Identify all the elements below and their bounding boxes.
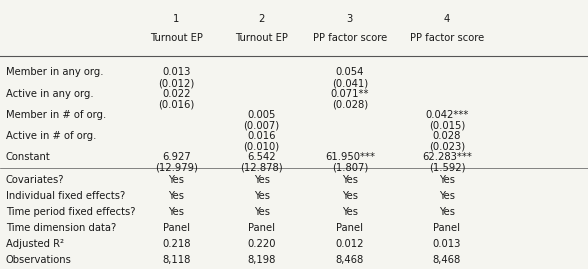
Text: PP factor score: PP factor score [313, 33, 387, 43]
Text: Yes: Yes [168, 175, 185, 185]
Text: (0.007): (0.007) [243, 121, 280, 131]
Text: Active in # of org.: Active in # of org. [6, 131, 96, 141]
Text: 6.542: 6.542 [248, 152, 276, 162]
Text: 0.042***: 0.042*** [425, 110, 469, 120]
Text: 8,198: 8,198 [248, 255, 276, 265]
Text: Yes: Yes [168, 207, 185, 217]
Text: 61.950***: 61.950*** [325, 152, 375, 162]
Text: Panel: Panel [163, 223, 190, 233]
Text: Yes: Yes [253, 191, 270, 201]
Text: Yes: Yes [342, 175, 358, 185]
Text: 0.028: 0.028 [433, 131, 461, 141]
Text: 3: 3 [347, 13, 353, 24]
Text: 0.013: 0.013 [162, 68, 191, 77]
Text: Constant: Constant [6, 152, 51, 162]
Text: 0.022: 0.022 [162, 89, 191, 99]
Text: 0.054: 0.054 [336, 68, 364, 77]
Text: Member in any org.: Member in any org. [6, 68, 103, 77]
Text: (0.028): (0.028) [332, 100, 368, 109]
Text: (1.592): (1.592) [429, 163, 465, 173]
Text: 0.220: 0.220 [248, 239, 276, 249]
Text: Yes: Yes [253, 207, 270, 217]
Text: Yes: Yes [253, 175, 270, 185]
Text: Turnout EP: Turnout EP [235, 33, 288, 43]
Text: 0.016: 0.016 [248, 131, 276, 141]
Text: Yes: Yes [342, 207, 358, 217]
Text: (0.015): (0.015) [429, 121, 465, 131]
Text: 0.013: 0.013 [433, 239, 461, 249]
Text: (0.041): (0.041) [332, 78, 368, 89]
Text: 0.012: 0.012 [336, 239, 364, 249]
Text: (0.010): (0.010) [243, 142, 280, 152]
Text: Member in # of org.: Member in # of org. [6, 110, 106, 120]
Text: 1: 1 [173, 13, 179, 24]
Text: Observations: Observations [6, 255, 72, 265]
Text: 8,468: 8,468 [336, 255, 364, 265]
Text: Adjusted R²: Adjusted R² [6, 239, 64, 249]
Text: 0.005: 0.005 [248, 110, 276, 120]
Text: 0.218: 0.218 [162, 239, 191, 249]
Text: Covariates?: Covariates? [6, 175, 64, 185]
Text: Time dimension data?: Time dimension data? [6, 223, 116, 233]
Text: Panel: Panel [433, 223, 460, 233]
Text: Yes: Yes [342, 191, 358, 201]
Text: Turnout EP: Turnout EP [150, 33, 203, 43]
Text: Panel: Panel [248, 223, 275, 233]
Text: Yes: Yes [439, 207, 455, 217]
Text: (12.878): (12.878) [240, 163, 283, 173]
Text: 0.071**: 0.071** [330, 89, 369, 99]
Text: Individual fixed effects?: Individual fixed effects? [6, 191, 125, 201]
Text: (0.023): (0.023) [429, 142, 465, 152]
Text: (0.012): (0.012) [158, 78, 195, 89]
Text: PP factor score: PP factor score [410, 33, 484, 43]
Text: 8,118: 8,118 [162, 255, 191, 265]
Text: (12.979): (12.979) [155, 163, 198, 173]
Text: 62.283***: 62.283*** [422, 152, 472, 162]
Text: 2: 2 [259, 13, 265, 24]
Text: Yes: Yes [439, 175, 455, 185]
Text: Time period fixed effects?: Time period fixed effects? [6, 207, 135, 217]
Text: Yes: Yes [168, 191, 185, 201]
Text: (1.807): (1.807) [332, 163, 368, 173]
Text: Yes: Yes [439, 191, 455, 201]
Text: 6.927: 6.927 [162, 152, 191, 162]
Text: Panel: Panel [336, 223, 363, 233]
Text: Active in any org.: Active in any org. [6, 89, 93, 99]
Text: 8,468: 8,468 [433, 255, 461, 265]
Text: (0.016): (0.016) [158, 100, 195, 109]
Text: 4: 4 [444, 13, 450, 24]
